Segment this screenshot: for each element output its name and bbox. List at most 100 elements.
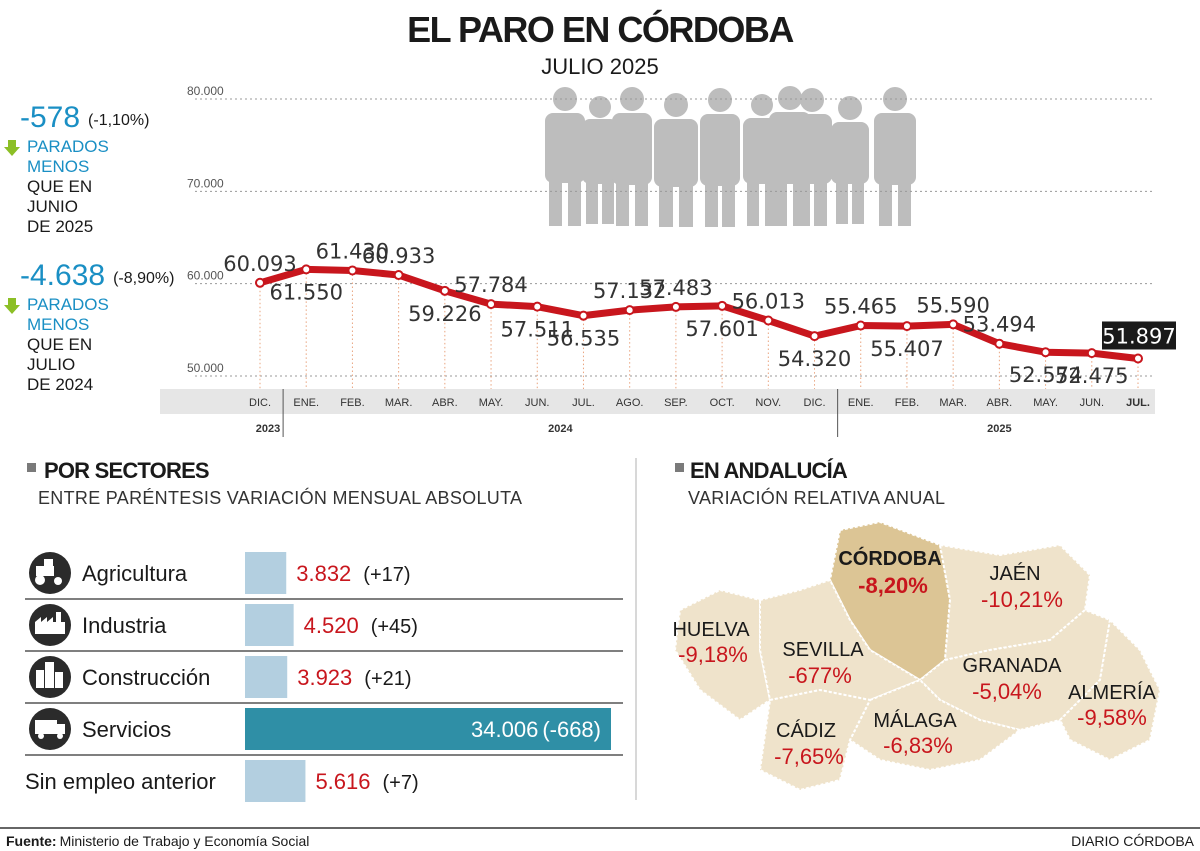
value-label: 55.590 — [916, 293, 989, 317]
region-value: -5,04% — [972, 679, 1042, 704]
region-value: -677% — [788, 663, 852, 688]
point — [624, 305, 635, 316]
point — [1133, 353, 1143, 364]
section-bullet — [27, 463, 36, 472]
value-label: 4.520 — [304, 613, 359, 638]
footer-brand: DIARIO CÓRDOBA — [1071, 833, 1195, 849]
note-line: DE 2025 — [27, 217, 93, 236]
region-name: JAÉN — [989, 562, 1040, 585]
point — [809, 331, 820, 342]
subtitle: JULIO 2025 — [541, 54, 658, 79]
change-label: (-668) — [542, 717, 601, 742]
region-value: -8,20% — [858, 573, 928, 598]
year-label: 2023 — [256, 423, 280, 435]
y-tick-label: 80.000 — [187, 84, 224, 98]
note-line: DE 2024 — [27, 375, 93, 394]
region-shape — [758, 688, 872, 792]
y-tick-label: 50.000 — [187, 361, 224, 375]
value-label: 57.132 — [593, 279, 666, 303]
section-title: EN ANDALUCÍA — [690, 458, 848, 483]
note-line: JULIO — [27, 355, 75, 374]
note-value: -578 — [20, 101, 80, 134]
value-label: 61.550 — [269, 280, 342, 304]
note-line: PARADOS — [27, 137, 109, 156]
category-label: Sin empleo anterior — [25, 769, 216, 794]
value-label: 34.006 — [471, 717, 538, 742]
note-value: -4.638 — [20, 259, 105, 292]
point — [855, 320, 866, 331]
point — [901, 321, 912, 332]
bar — [245, 656, 288, 698]
region-shape — [1058, 617, 1162, 762]
note-line: MENOS — [27, 315, 89, 334]
sector-icons — [29, 552, 71, 750]
x-axis-band — [160, 389, 1155, 414]
x-tick-label: ENE. — [293, 397, 319, 409]
label-box — [1102, 321, 1176, 350]
point — [763, 315, 774, 326]
region-name: MÁLAGA — [873, 709, 957, 732]
region-value: -9,58% — [1077, 705, 1147, 730]
value-label: 56.535 — [547, 327, 620, 351]
region-name: SEVILLA — [782, 639, 864, 661]
region-value: -7,65% — [774, 744, 844, 769]
source: Ministerio de Trabajo y Economía Social — [60, 833, 310, 849]
note-line: QUE EN — [27, 335, 92, 354]
x-tick-label: ABR. — [432, 397, 458, 409]
region-name: CÓRDOBA — [838, 546, 941, 570]
note-pct: (-1,10%) — [88, 112, 149, 129]
section-bullet — [675, 463, 684, 472]
footer-source: Fuente: Ministerio de Trabajo y Economía … — [6, 833, 309, 849]
x-tick-label: ENE. — [848, 397, 874, 409]
x-tick-label: MAR. — [939, 397, 967, 409]
category-label: Agricultura — [82, 561, 188, 586]
x-tick-label: DIC. — [249, 397, 271, 409]
region-value: -10,21% — [981, 587, 1063, 612]
value-label: 57.601 — [685, 317, 758, 341]
x-tick-label: MAY. — [1033, 397, 1058, 409]
region-value: -6,83% — [883, 733, 953, 758]
region-shape — [848, 678, 1023, 772]
value-label: 57.784 — [454, 273, 527, 297]
region-name: HUELVA — [672, 619, 750, 641]
value-label: 3.832 — [296, 561, 351, 586]
region-shape — [918, 608, 1112, 732]
category-label: Construcción — [82, 665, 210, 690]
region-name: GRANADA — [963, 655, 1063, 677]
value-label: 56.013 — [732, 289, 805, 313]
section-subtitle: ENTRE PARÉNTESIS VARIACIÓN MENSUAL ABSOL… — [38, 487, 522, 508]
point — [393, 270, 404, 281]
note-line: JUNIO — [27, 197, 78, 216]
note-line: PARADOS — [27, 295, 109, 314]
value-label: 52.475 — [1055, 364, 1128, 388]
point — [532, 301, 543, 312]
note-pct: (-8,90%) — [113, 270, 174, 287]
x-tick-label: MAR. — [385, 397, 413, 409]
value-label: 60.093 — [223, 252, 296, 276]
down-arrow — [4, 140, 20, 156]
value-label: 3.923 — [297, 665, 352, 690]
value-label: 55.407 — [870, 337, 943, 361]
x-tick-label: OCT. — [710, 397, 735, 409]
value-label: 53.494 — [963, 313, 1036, 337]
x-tick-label: NOV. — [755, 397, 781, 409]
bar — [245, 708, 611, 750]
value-label: 51.897 — [1102, 324, 1175, 348]
point — [439, 285, 450, 296]
x-tick-label: AGO. — [616, 397, 644, 409]
change-label: (+7) — [383, 772, 419, 794]
title: EL PARO EN CÓRDOBA — [407, 8, 794, 50]
y-tick-label: 70.000 — [187, 176, 224, 190]
value-label: 52.574 — [1009, 363, 1082, 387]
point — [948, 319, 959, 330]
value-label: 57.511 — [501, 318, 574, 342]
line — [256, 265, 1142, 362]
value-label: 60.933 — [362, 244, 435, 268]
region-name: ALMERÍA — [1068, 681, 1156, 704]
x-tick-label: JUN. — [525, 397, 549, 409]
category-label: Servicios — [82, 717, 171, 742]
point — [578, 310, 589, 321]
value-label: 61.430 — [316, 239, 389, 263]
point — [486, 299, 497, 310]
